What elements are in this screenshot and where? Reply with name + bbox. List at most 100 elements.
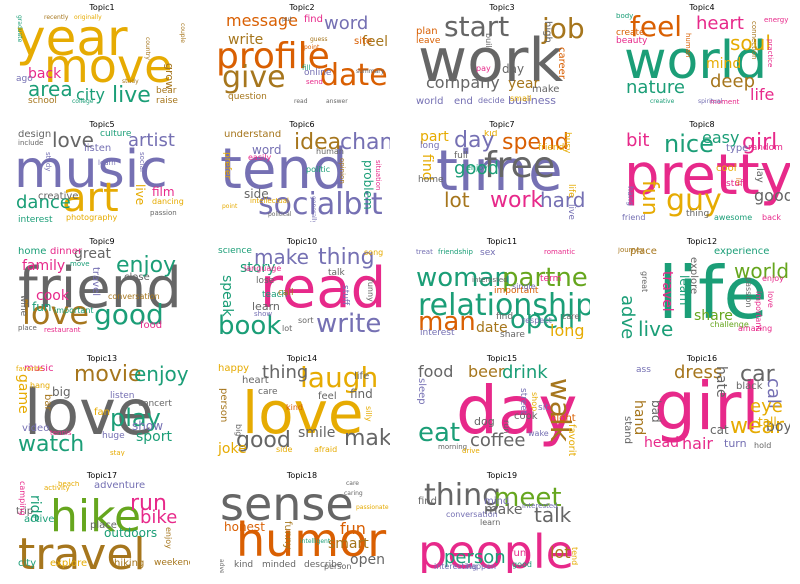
cloud-word: small (510, 94, 532, 103)
topic-panel: Topic12 life live world travel learn share expe… (614, 237, 790, 339)
cloud-word: good (754, 186, 790, 205)
cloud-word: make (344, 426, 390, 451)
cloud-word: enjoy (134, 364, 189, 386)
cloud-word: hang (30, 381, 51, 390)
cloud-word: human (684, 33, 692, 58)
cloud-word: funny (282, 521, 293, 550)
cloud-word: teach (262, 290, 288, 300)
cloud-word: tend (570, 547, 579, 566)
cloud-word: political (268, 211, 292, 218)
cloud-word: describe (304, 560, 343, 570)
cloud-word: people (418, 525, 574, 573)
cloud-word: love (52, 130, 94, 152)
cloud-word: drive (462, 447, 480, 455)
word-cloud: life live world travel learn share experience e… (614, 247, 790, 339)
cloud-word: opinion (338, 158, 346, 184)
word-cloud: travel hike run bike outdoors adventure ride tr… (14, 481, 190, 573)
cloud-word: food (140, 320, 163, 331)
cloud-word: watch (18, 432, 85, 456)
topic-title: Topic5 (89, 120, 115, 129)
cloud-word: passion (150, 209, 177, 217)
cloud-word: interested (522, 502, 558, 510)
cloud-word: home (18, 247, 47, 257)
cloud-word: adventurous (218, 559, 225, 573)
cloud-word: study (122, 78, 139, 85)
cloud-word: love (22, 294, 90, 332)
cloud-word: learn (98, 159, 116, 167)
cloud-word: favorite (16, 365, 44, 373)
cloud-word: enjoy (762, 274, 784, 283)
cloud-word: job (542, 13, 585, 45)
cloud-word: favorite (566, 424, 577, 456)
topic-title: Topic8 (689, 120, 715, 129)
cloud-word: site (354, 36, 373, 47)
cloud-word: boy (766, 419, 790, 435)
cloud-word: decide (478, 96, 505, 105)
cloud-word: thing (686, 209, 710, 219)
cloud-word: hand (631, 400, 647, 436)
cloud-word: drink (502, 364, 548, 383)
word-cloud: relationship woman partner man open long date i… (414, 247, 590, 340)
cloud-word: life (566, 184, 576, 198)
topic-panel: Topic9 friend love good enjoy family great cook… (14, 237, 190, 339)
cloud-word: lot (282, 324, 293, 333)
cloud-word: car (740, 364, 775, 387)
cloud-word: lot (444, 188, 470, 212)
cloud-word: write (228, 32, 264, 48)
cloud-word: music (14, 140, 168, 200)
cloud-word: tall (758, 415, 777, 429)
cloud-word: fun (32, 300, 52, 314)
cloud-word: life (658, 251, 768, 335)
topic-title: Topic11 (486, 237, 518, 246)
cloud-word: coffee (470, 430, 526, 451)
cloud-word: call (278, 288, 294, 298)
cloud-word: human (316, 147, 344, 156)
cloud-word: sort (298, 316, 314, 325)
cloud-word: change (340, 130, 390, 155)
cloud-word: eat (418, 418, 461, 448)
cloud-word: morning (438, 443, 468, 451)
cloud-word: laugh (300, 364, 379, 394)
cloud-word: fun (510, 548, 527, 559)
cloud-word: man (418, 307, 476, 337)
cloud-word: night (550, 413, 576, 424)
cloud-word: deep (710, 71, 755, 92)
cloud-word: year (16, 13, 128, 67)
cloud-word: moment (710, 98, 740, 106)
cloud-word: big (234, 424, 243, 437)
cloud-word: world (624, 31, 768, 91)
cloud-word: video (22, 423, 50, 434)
cloud-word: talk (328, 268, 345, 278)
cloud-word: family (22, 258, 66, 274)
cloud-word: minded (262, 560, 296, 570)
cloud-word: bear (156, 86, 177, 96)
cloud-word: nice (664, 130, 714, 158)
cloud-word: bar (42, 394, 53, 411)
cloud-word: study (44, 152, 52, 172)
cloud-word: find (496, 312, 514, 322)
cloud-word: lol (734, 178, 741, 186)
topic-panel: Topic7 time free work spend day good lot hard fin… (414, 120, 590, 222)
topic-panel: Topic19 people thing meet talk make person lot f… (414, 471, 590, 573)
cloud-word: interest (420, 328, 455, 338)
cloud-word: place (630, 247, 657, 257)
word-cloud: profile date give word message write feel find s… (214, 13, 390, 105)
cloud-word: lay (754, 168, 765, 183)
cloud-word: long (420, 141, 440, 151)
topic-panel: Topic5 music art love artist dance design cultu… (14, 120, 190, 222)
cloud-word: friend (18, 256, 182, 321)
cloud-word: kind (234, 560, 254, 570)
cloud-word: life (354, 371, 370, 382)
cloud-word: college (72, 98, 94, 105)
cloud-word: person (218, 388, 229, 423)
cloud-word: sex (480, 248, 496, 258)
cloud-word: book (218, 311, 282, 339)
cloud-word: part (420, 130, 449, 145)
cloud-word: food (418, 364, 454, 381)
topic-title: Topic6 (289, 120, 315, 129)
cloud-word: graduate (16, 15, 23, 43)
cloud-word: online (304, 68, 332, 78)
cloud-word: talk (534, 503, 572, 527)
cloud-word: question (228, 92, 267, 102)
